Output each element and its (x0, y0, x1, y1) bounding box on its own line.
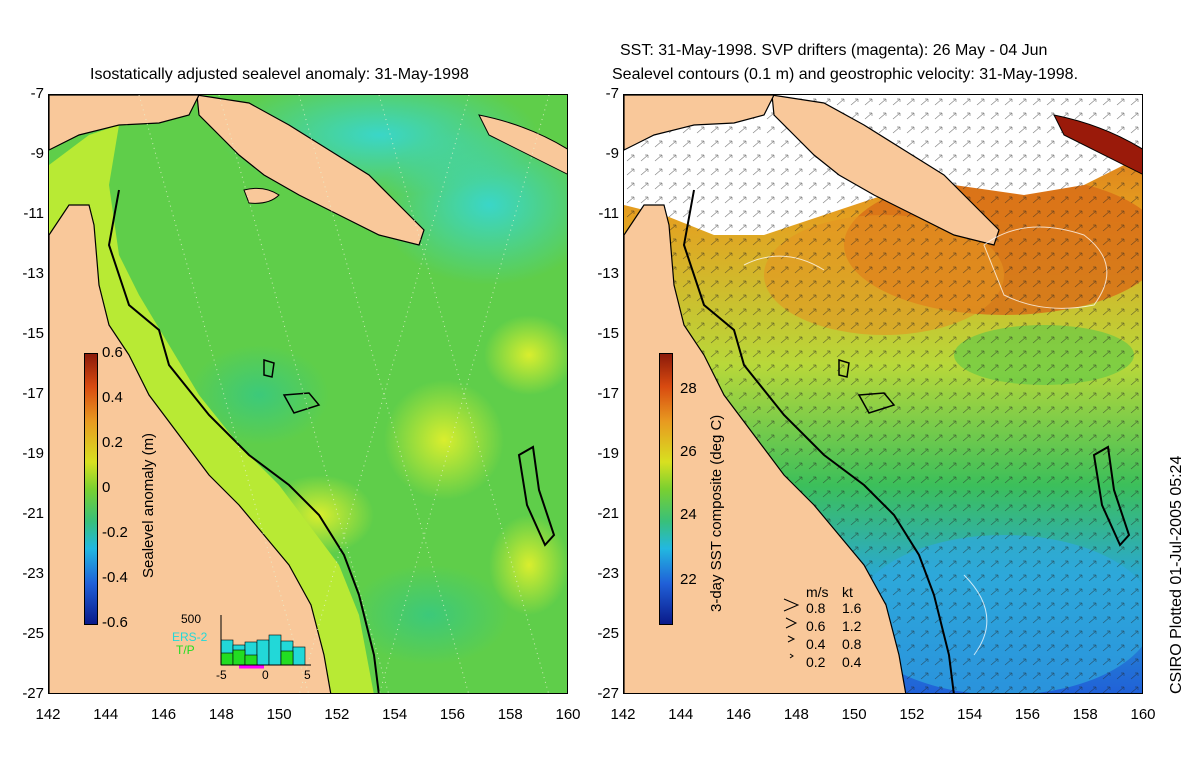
sst-colorbar-tick: 24 (680, 506, 697, 523)
x-tick-label: 154 (382, 706, 408, 723)
x-tick-label: 156 (439, 706, 465, 723)
y-tick-label: -17 (597, 385, 619, 402)
y-tick-label: -25 (597, 625, 619, 642)
velocity-legend-ms: 0.2 (806, 654, 826, 670)
sst-composite-map (623, 94, 1143, 694)
y-tick-label: -11 (598, 205, 619, 222)
sst-colorbar-tick: 28 (680, 380, 697, 397)
x-tick-label: 152 (899, 706, 925, 723)
sealevel-colorbar (84, 353, 98, 625)
left-panel-title: Isostatically adjusted sealevel anomaly:… (90, 66, 469, 83)
y-tick-label: -17 (22, 385, 44, 402)
histogram-x-tick: 0 (262, 668, 269, 682)
x-tick-label: 146 (151, 706, 177, 723)
y-tick-label: -11 (23, 205, 44, 222)
histogram-ymax-label: 500 (181, 612, 202, 626)
x-tick-label: 154 (957, 706, 983, 723)
y-tick-label: -23 (22, 565, 44, 582)
sst-colorbar-tick: 26 (680, 443, 697, 460)
y-tick-label: -21 (597, 505, 619, 522)
velocity-legend-kt: 1.2 (842, 618, 862, 634)
plot-credit: CSIRO Plotted 01-Jul-2005 05:24 (1168, 455, 1185, 694)
x-tick-label: 150 (266, 706, 292, 723)
x-tick-label: 150 (841, 706, 867, 723)
x-tick-label: 148 (783, 706, 809, 723)
y-tick-label: -7 (30, 85, 44, 102)
sealevel-colorbar-tick: 0.2 (102, 434, 123, 451)
sst-colorbar-tick: 22 (680, 571, 697, 588)
x-tick-label: 148 (208, 706, 234, 723)
velocity-legend-kt: 1.6 (842, 600, 862, 616)
sealevel-colorbar-tick: 0.6 (102, 344, 123, 361)
x-tick-label: 160 (1130, 706, 1156, 723)
y-tick-label: -9 (605, 145, 619, 162)
y-tick-label: -27 (597, 685, 619, 702)
velocity-legend-ms: 0.6 (806, 618, 826, 634)
x-tick-label: 160 (555, 706, 581, 723)
velocity-legend-ms: 0.8 (806, 600, 826, 616)
x-tick-label: 142 (35, 706, 61, 723)
x-tick-label: 146 (726, 706, 752, 723)
sst-colorbar (659, 353, 673, 625)
sealevel-anomaly-map-graphic (49, 95, 567, 693)
x-tick-label: 158 (497, 706, 523, 723)
x-tick-label: 156 (1014, 706, 1040, 723)
histogram-inset (220, 615, 311, 669)
y-tick-label: -13 (22, 265, 44, 282)
y-tick-label: -7 (605, 85, 619, 102)
right-panel-title-line2: Sealevel contours (0.1 m) and geostrophi… (612, 66, 1079, 83)
histogram-x-tick: -5 (216, 668, 227, 682)
y-tick-label: -19 (597, 445, 619, 462)
x-tick-label: 152 (324, 706, 350, 723)
histogram-legend-tp: T/P (176, 643, 195, 657)
velocity-legend-arrows (783, 598, 800, 659)
sealevel-colorbar-tick: -0.4 (102, 569, 128, 586)
x-tick-label: 158 (1072, 706, 1098, 723)
sealevel-colorbar-tick: -0.2 (102, 524, 128, 541)
sealevel-colorbar-tick: -0.6 (102, 614, 128, 631)
y-tick-label: -19 (22, 445, 44, 462)
x-tick-label: 144 (93, 706, 119, 723)
y-tick-label: -27 (22, 685, 44, 702)
sealevel-anomaly-map (48, 94, 568, 694)
y-tick-label: -9 (30, 145, 44, 162)
y-tick-label: -13 (597, 265, 619, 282)
right-panel-title-line1: SST: 31-May-1998. SVP drifters (magenta)… (620, 42, 1048, 59)
x-tick-label: 144 (668, 706, 694, 723)
sst-composite-map-graphic (624, 95, 1142, 693)
sealevel-colorbar-label: Sealevel anomaly (m) (140, 432, 157, 578)
y-tick-label: -25 (22, 625, 44, 642)
y-tick-label: -15 (22, 325, 44, 342)
velocity-legend-header-ms: m/s (806, 584, 829, 600)
y-tick-label: -21 (22, 505, 44, 522)
y-tick-label: -23 (597, 565, 619, 582)
histogram-legend-ers2: ERS-2 (172, 630, 208, 644)
sealevel-colorbar-tick: 0.4 (102, 389, 123, 406)
sealevel-colorbar-tick: 0 (102, 479, 111, 496)
velocity-legend-kt: 0.8 (842, 636, 862, 652)
sst-colorbar-label: 3-day SST composite (deg C) (708, 414, 725, 612)
y-tick-label: -15 (597, 325, 619, 342)
velocity-legend-header-kt: kt (842, 584, 853, 600)
velocity-legend-ms: 0.4 (806, 636, 826, 652)
histogram-x-tick: 5 (304, 668, 311, 682)
velocity-legend-kt: 0.4 (842, 654, 862, 670)
x-tick-label: 142 (610, 706, 636, 723)
